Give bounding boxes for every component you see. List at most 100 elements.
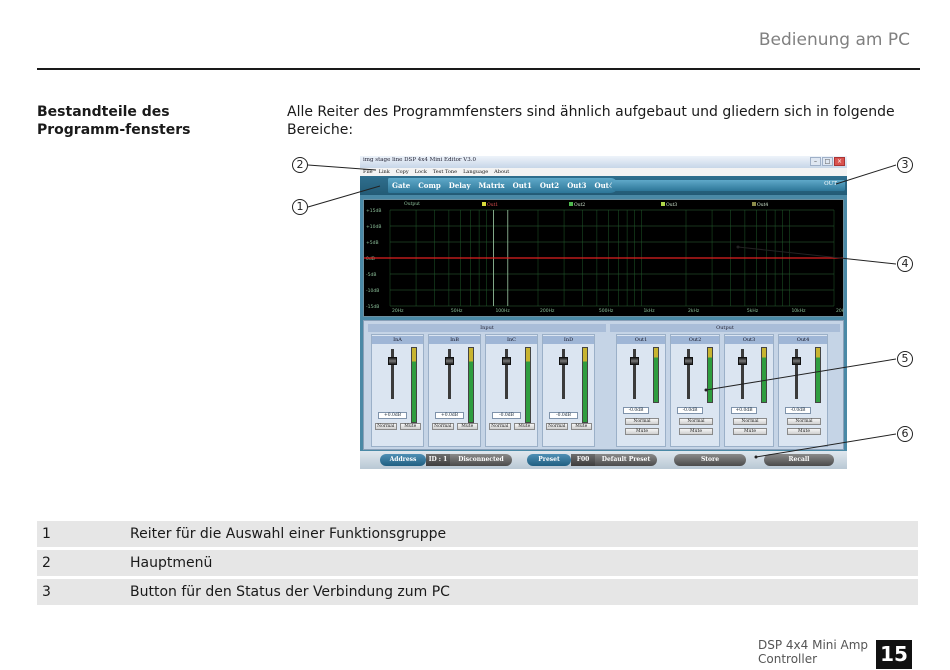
normal-button[interactable]: Normal <box>787 418 821 425</box>
mute-button[interactable]: Mute <box>787 428 821 435</box>
legend-description: Reiter für die Auswahl einer Funktionsgr… <box>125 521 918 547</box>
editor-screenshot: img stage line DSP 4x4 Mini Editor V3.0 … <box>360 156 847 469</box>
maximize-icon[interactable]: □ <box>822 157 833 166</box>
legend-table: 1 Reiter für die Auswahl einer Funktions… <box>37 518 918 608</box>
normal-button[interactable]: Normal <box>546 423 568 430</box>
mute-button[interactable]: Mute <box>456 423 478 430</box>
input-group-header: Input <box>368 324 606 332</box>
menu-item-about[interactable]: About <box>494 169 510 175</box>
level-meter <box>468 347 474 423</box>
minimize-icon[interactable]: – <box>810 157 821 166</box>
store-button[interactable]: Store <box>674 454 746 466</box>
y-tick-label: 0dB <box>366 256 375 262</box>
y-tick-label: +5dB <box>366 240 379 246</box>
fader-track <box>391 349 394 399</box>
footer-line-2: Controller <box>758 652 818 666</box>
x-tick-label: 20Hz <box>392 308 404 314</box>
legend-swatch-out4 <box>752 202 756 206</box>
normal-button[interactable]: Normal <box>733 418 767 425</box>
legend-swatch-out3 <box>661 202 665 206</box>
x-tick-label: 10kHz <box>791 308 806 314</box>
table-row: 2 Hauptmenü <box>37 550 918 576</box>
normal-button[interactable]: Normal <box>432 423 454 430</box>
menu-item-copy[interactable]: Copy <box>395 169 409 175</box>
fader-track <box>687 349 690 399</box>
gain-readout[interactable]: -0.0dB <box>623 407 649 414</box>
tab-delay[interactable]: Delay <box>448 181 471 190</box>
mute-button[interactable]: Mute <box>399 423 421 430</box>
fader-track <box>633 349 636 399</box>
tab-comp[interactable]: Comp <box>418 181 441 190</box>
normal-button[interactable]: Normal <box>679 418 713 425</box>
fader-knob[interactable] <box>738 357 747 365</box>
output-1-strip: Out1 -0.0dB Normal Mute <box>616 334 666 447</box>
mute-button[interactable]: Mute <box>570 423 592 430</box>
legend-number: 3 <box>37 579 125 605</box>
channel-name: InA <box>372 336 423 344</box>
normal-button[interactable]: Normal <box>375 423 397 430</box>
mute-button[interactable]: Mute <box>733 428 767 435</box>
frequency-response-graph: +15dB +10dB +5dB 0dB -5dB -10dB -15dB 20Hz 50Hz 1… <box>363 199 844 317</box>
callout-3: 3 <box>897 157 913 173</box>
recall-button[interactable]: Recall <box>764 454 834 466</box>
x-tick-label: 1kHz <box>643 308 655 314</box>
fader-knob[interactable] <box>502 357 511 365</box>
tab-out2[interactable]: Out2 <box>539 181 560 190</box>
legend-label-out1: Out1 <box>487 203 499 208</box>
table-row: 1 Reiter für die Auswahl einer Funktions… <box>37 521 918 547</box>
x-tick-label: 50Hz <box>451 308 463 314</box>
level-meter <box>815 347 821 403</box>
gain-readout[interactable]: +0.0dB <box>731 407 757 414</box>
y-tick-label: -10dB <box>366 288 379 294</box>
menu-item-link[interactable]: Link <box>378 169 390 175</box>
gain-readout[interactable]: +0.0dB <box>378 412 407 419</box>
close-icon[interactable]: × <box>834 157 845 166</box>
mute-button[interactable]: Mute <box>513 423 535 430</box>
fader-knob[interactable] <box>630 357 639 365</box>
menu-item-lock[interactable]: Lock <box>414 169 427 175</box>
connection-status-label: OUT <box>824 181 837 187</box>
input-3-strip: InC -0.0dB Normal Mute <box>485 334 538 447</box>
page-header-title: Bedienung am PC <box>758 30 910 50</box>
tab-out1[interactable]: Out1 <box>512 181 532 190</box>
gain-readout[interactable]: -0.0dB <box>785 407 811 414</box>
gain-readout[interactable]: -0.0dB <box>492 412 521 419</box>
fader-knob[interactable] <box>684 357 693 365</box>
output-2-strip: Out2 -0.0dB Normal Mute <box>670 334 720 447</box>
preset-name: Default Preset <box>595 454 657 466</box>
tab-matrix[interactable]: Matrix <box>478 181 505 190</box>
gain-readout[interactable]: -0.0dB <box>677 407 703 414</box>
fader-knob[interactable] <box>559 357 568 365</box>
callout-1: 1 <box>292 199 308 215</box>
input-4-strip: InD -0.0dB Normal Mute <box>542 334 595 447</box>
legend-label-out2: Out2 <box>574 203 586 208</box>
fader-knob[interactable] <box>388 357 397 365</box>
preset-button[interactable]: Preset <box>527 454 571 466</box>
window-controls: – □ × <box>810 157 845 166</box>
address-button[interactable]: Address <box>380 454 426 466</box>
fader-knob[interactable] <box>445 357 454 365</box>
x-tick-label: 200Hz <box>540 308 555 314</box>
fader-knob[interactable] <box>792 357 801 365</box>
mute-button[interactable]: Mute <box>679 428 713 435</box>
normal-button[interactable]: Normal <box>489 423 511 430</box>
legend-out4: Out4 <box>752 202 768 208</box>
level-meter <box>582 347 588 423</box>
tab-gate[interactable]: Gate <box>392 181 411 190</box>
menu-item-file[interactable]: File <box>363 169 373 175</box>
x-tick-label: 20kHz <box>836 308 843 314</box>
y-tick-label: -15dB <box>366 304 379 310</box>
connection-status-button[interactable]: OUT <box>611 180 845 191</box>
window-titlebar: img stage line DSP 4x4 Mini Editor V3.0 … <box>360 156 847 168</box>
channel-name: Out3 <box>725 336 773 344</box>
normal-button[interactable]: Normal <box>625 418 659 425</box>
gain-readout[interactable]: +0.0dB <box>435 412 464 419</box>
menu-item-language[interactable]: Language <box>463 169 489 175</box>
callout-4: 4 <box>897 256 913 272</box>
mute-button[interactable]: Mute <box>625 428 659 435</box>
tab-out4[interactable]: Out4 <box>594 181 614 190</box>
gain-readout[interactable]: -0.0dB <box>549 412 578 419</box>
tab-out3[interactable]: Out3 <box>567 181 587 190</box>
menu-item-test-tone[interactable]: Test Tone <box>432 169 458 175</box>
output-3-strip: Out3 +0.0dB Normal Mute <box>724 334 774 447</box>
